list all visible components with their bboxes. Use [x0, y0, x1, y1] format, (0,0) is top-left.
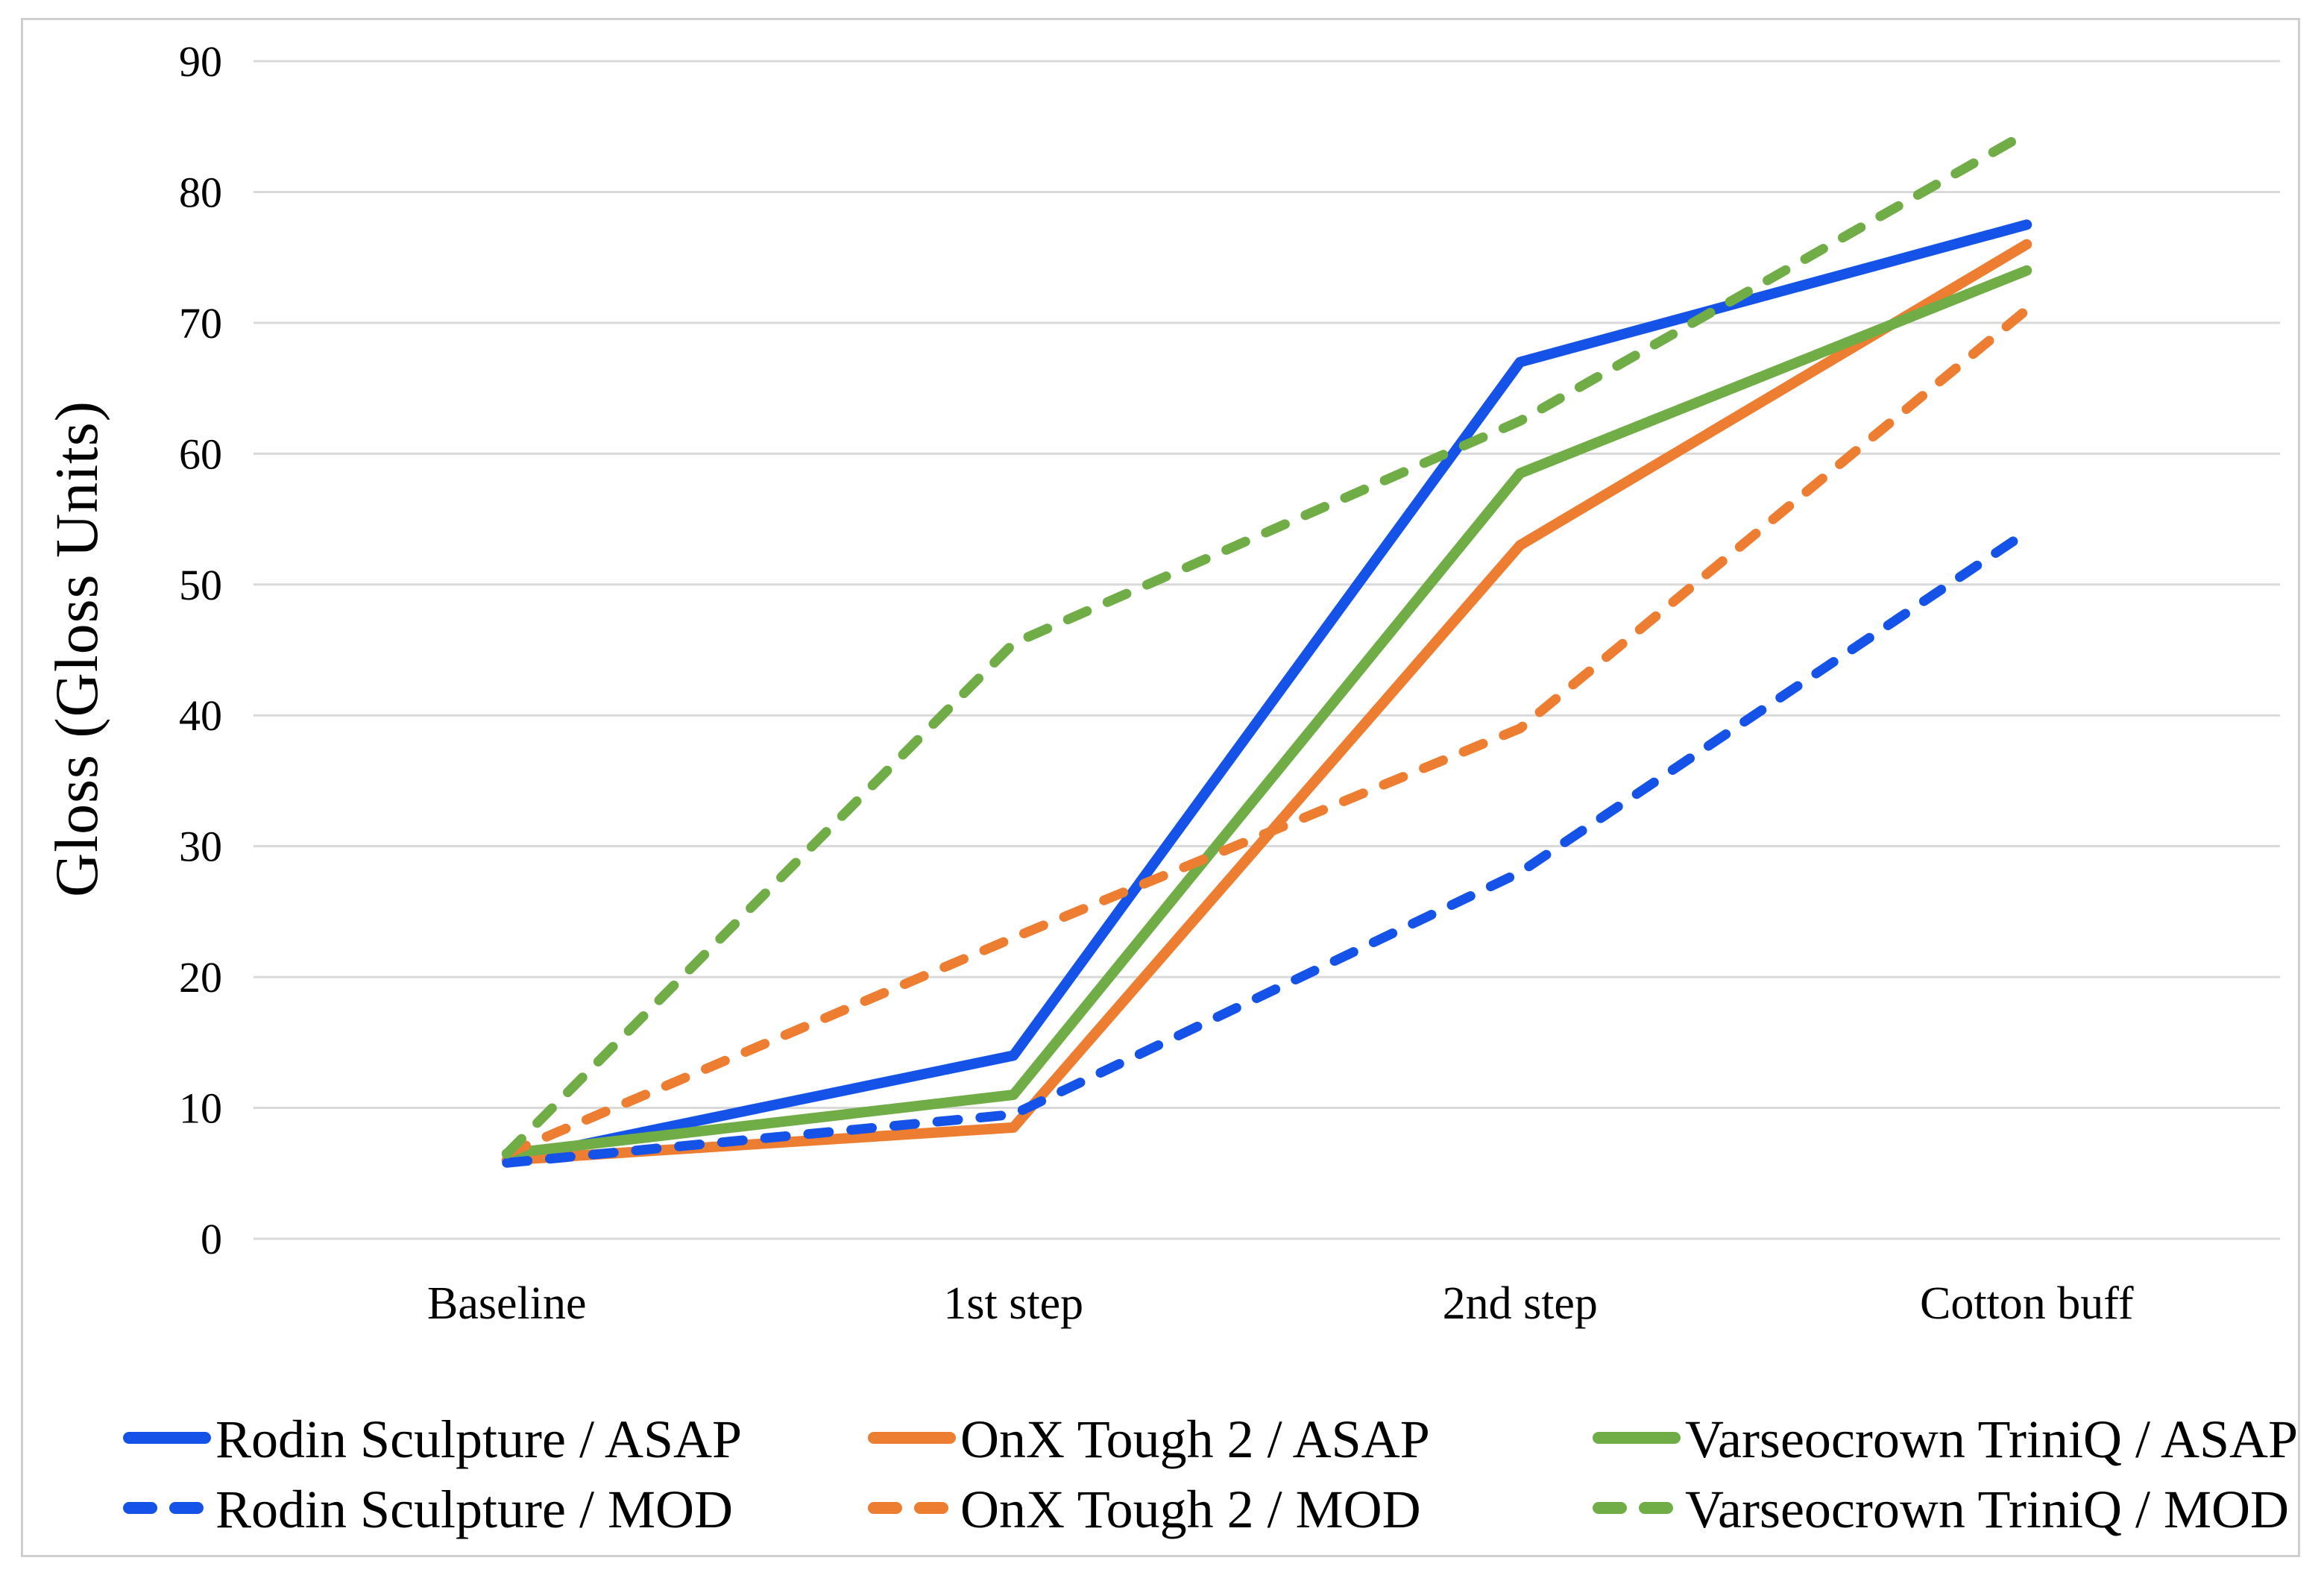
x-axis-label-2nd-step: 2nd step	[1443, 1278, 1598, 1329]
x-axis-label-baseline: Baseline	[427, 1278, 587, 1329]
y-tick-label-60: 60	[179, 430, 222, 478]
y-tick-label-90: 90	[179, 37, 222, 86]
legend-label-rodin-sculpture-mod: Rodin Sculpture / MOD	[215, 1480, 733, 1539]
series-line-varseocrown-triniq-mod	[502, 128, 2032, 1159]
legend-label-varseocrown-triniq-mod: Varseocrown TriniQ / MOD	[1685, 1480, 2289, 1539]
y-tick-label-20: 20	[179, 953, 222, 1002]
series-line-onx-tough-2-mod	[502, 304, 2032, 1159]
legend-label-varseocrown-triniq-asap: Varseocrown TriniQ / ASAP	[1685, 1410, 2298, 1469]
y-tick-label-30: 30	[179, 823, 222, 871]
legend-label-onx-tough-2-mod: OnX Tough 2 / MOD	[960, 1480, 1421, 1539]
legend-label-rodin-sculpture-asap: Rodin Sculpture / ASAP	[215, 1410, 742, 1469]
legend-item-onx-tough-2-mod: OnX Tough 2 / MOD	[868, 1480, 1421, 1539]
y-tick-label-0: 0	[201, 1215, 222, 1263]
series-line-rodin-sculpture-asap	[501, 219, 2032, 1166]
series-line-varseocrown-triniq-asap	[501, 265, 2032, 1159]
y-tick-label-80: 80	[179, 168, 222, 216]
y-tick-label-10: 10	[179, 1084, 222, 1133]
y-tick-label-50: 50	[179, 561, 222, 609]
y-tick-label-40: 40	[179, 691, 222, 740]
legend-item-varseocrown-triniq-asap: Varseocrown TriniQ / ASAP	[1593, 1410, 2298, 1469]
series-line-rodin-sculpture-mod	[502, 527, 2032, 1168]
legend-item-rodin-sculpture-asap: Rodin Sculpture / ASAP	[123, 1410, 742, 1469]
y-tick-label-70: 70	[179, 299, 222, 348]
legend-item-varseocrown-triniq-mod: Varseocrown TriniQ / MOD	[1593, 1480, 2289, 1539]
legend-item-rodin-sculpture-mod: Rodin Sculpture / MOD	[123, 1480, 733, 1539]
x-axis-label-1st-step: 1st step	[943, 1278, 1083, 1329]
x-axis-label-cotton-buff: Cotton buff	[1920, 1278, 2134, 1329]
legend-item-onx-tough-2-asap: OnX Tough 2 / ASAP	[868, 1410, 1430, 1469]
legend-label-onx-tough-2-asap: OnX Tough 2 / ASAP	[960, 1410, 1430, 1469]
